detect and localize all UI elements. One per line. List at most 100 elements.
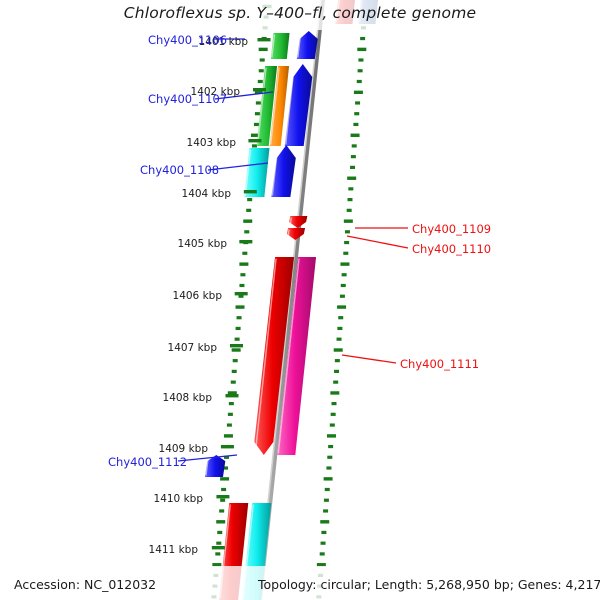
axis-tick	[211, 546, 225, 550]
gene-label-leader-lines	[177, 38, 409, 462]
guide-dot	[326, 434, 336, 438]
guide-dot	[230, 380, 236, 384]
gene-feature-edge	[205, 456, 209, 476]
guide-dot	[259, 58, 265, 62]
accession-text: Accession: NC_012032	[14, 577, 157, 592]
guide-dot	[257, 79, 263, 84]
guide-dot	[235, 326, 241, 331]
guide-dot	[232, 359, 238, 363]
guide-dot	[247, 198, 253, 202]
gene-feature[interactable]	[254, 257, 295, 455]
guide-dot	[216, 541, 222, 545]
guide-dot	[258, 69, 264, 73]
axis-tick-label: 1406 kbp	[172, 290, 222, 302]
guide-dot	[231, 369, 237, 373]
guide-dot	[348, 187, 354, 191]
gene-feature[interactable]	[284, 64, 313, 146]
gene-label-chy400_1109[interactable]: Chy400_1109	[412, 222, 492, 236]
guide-dot	[224, 455, 230, 459]
guide-dot	[243, 219, 253, 223]
guide-dot	[343, 219, 353, 223]
gene-feature[interactable]	[286, 228, 306, 240]
gene-feature[interactable]	[244, 148, 270, 197]
guide-dot	[323, 509, 329, 513]
guide-dot	[330, 391, 340, 395]
guide-dot	[246, 208, 252, 212]
axis-tick-marks	[211, 38, 271, 550]
gene-feature-edge	[277, 258, 300, 454]
gene-feature-edge	[256, 67, 267, 145]
gene-feature[interactable]	[269, 66, 290, 146]
guide-dot	[239, 262, 249, 266]
gene-label-leader	[346, 235, 409, 249]
guide-dot	[358, 58, 364, 62]
gene-feature-edge	[271, 34, 276, 58]
gene-label-chy400_1111[interactable]: Chy400_1111	[400, 357, 480, 371]
gene-label-chy400_1110[interactable]: Chy400_1110	[412, 242, 492, 256]
gene-feature-edge	[269, 67, 280, 145]
gene-feature[interactable]	[204, 455, 226, 477]
axis-tick	[216, 495, 230, 499]
guide-dot	[357, 69, 363, 73]
axis-tick	[243, 190, 257, 194]
gene-feature-edge	[289, 217, 293, 227]
title-backdrop	[0, 0, 600, 30]
guide-dot	[319, 552, 325, 556]
axis-tick-label: 1408 kbp	[162, 392, 212, 404]
gene-feature-edge	[287, 229, 290, 239]
guide-dot	[316, 563, 326, 567]
guide-dot	[357, 47, 367, 52]
guide-dot	[254, 90, 264, 95]
gene-feature-edge	[271, 146, 279, 196]
gene-label-chy400_1108[interactable]: Chy400_1108	[140, 163, 220, 177]
guide-dot	[253, 122, 259, 127]
guide-dot	[221, 487, 227, 492]
guide-dot	[334, 359, 340, 363]
guide-dot	[326, 466, 332, 470]
axis-tick-label: 1410 kbp	[153, 493, 203, 505]
guide-dot	[347, 176, 357, 180]
footer-backdrop	[0, 566, 600, 600]
gene-feature-edge	[284, 65, 295, 145]
gene-feature[interactable]	[256, 66, 278, 146]
guide-dot	[353, 90, 363, 95]
gene-label-chy400_1112[interactable]: Chy400_1112	[108, 455, 188, 469]
guide-dot	[338, 316, 344, 320]
guide-dot	[334, 369, 340, 373]
gene-feature-edge	[244, 149, 252, 196]
guide-dot	[356, 79, 362, 84]
guide-dot	[344, 240, 350, 245]
guide-dot	[321, 530, 327, 535]
guide-dot	[231, 348, 241, 352]
guide-dot	[351, 144, 357, 148]
guide-dot	[344, 230, 350, 234]
axis-tick	[225, 394, 239, 398]
gene-feature[interactable]	[277, 257, 317, 455]
gene-label-leader	[177, 454, 238, 462]
guide-dot	[244, 230, 250, 234]
gene-feature[interactable]	[271, 145, 296, 197]
gene-feature[interactable]	[289, 216, 308, 228]
axis-tick	[234, 292, 248, 296]
guide-dot	[331, 402, 337, 406]
guide-dot	[346, 208, 352, 212]
guide-dot	[323, 498, 329, 502]
guide-dot	[220, 477, 230, 481]
axis-tick-label: 1401 kbp	[198, 36, 248, 48]
guide-dot	[220, 498, 226, 502]
gene-label-leader	[341, 354, 397, 364]
guide-dot	[242, 251, 248, 255]
gene-label-chy400_1107[interactable]: Chy400_1107	[148, 92, 228, 106]
dotted-guide-right	[316, 4, 370, 599]
gene-feature[interactable]	[296, 31, 318, 59]
guide-dot	[251, 144, 257, 148]
axis-tick	[230, 344, 243, 348]
axis-tick	[220, 445, 234, 449]
guide-dot	[320, 520, 330, 524]
gene-label-chy400_1106[interactable]: Chy400_1106	[148, 33, 228, 47]
guide-dot	[323, 477, 333, 481]
axis-tick-label: 1404 kbp	[181, 188, 231, 200]
gene-feature[interactable]	[270, 33, 290, 59]
